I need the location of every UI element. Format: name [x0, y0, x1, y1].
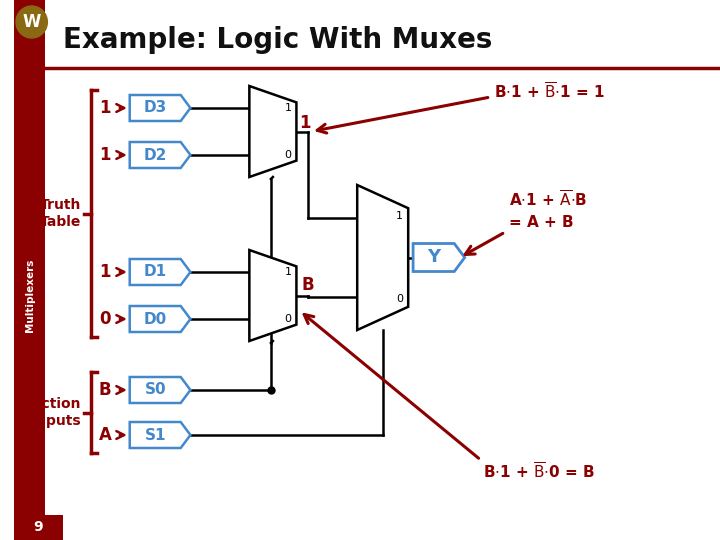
Text: Truth
Table: Truth Table — [40, 198, 81, 229]
Text: Y: Y — [427, 248, 440, 267]
Text: D0: D0 — [143, 312, 167, 327]
Text: Multiplexers: Multiplexers — [24, 258, 35, 332]
Text: 0: 0 — [99, 310, 111, 328]
Text: 1: 1 — [284, 103, 292, 113]
Polygon shape — [130, 95, 190, 121]
Text: Function
Inputs: Function Inputs — [14, 397, 81, 428]
Text: D1: D1 — [144, 265, 167, 280]
Text: B$\cdot$1 + $\overline{\mathrm{B}}$$\cdot$0 = B: B$\cdot$1 + $\overline{\mathrm{B}}$$\cdo… — [482, 462, 595, 482]
Text: 0: 0 — [284, 150, 292, 160]
Text: A: A — [99, 426, 112, 444]
Polygon shape — [357, 185, 408, 330]
Text: S1: S1 — [145, 428, 166, 442]
Text: D2: D2 — [143, 147, 167, 163]
Text: A$\cdot$1 + $\overline{\mathrm{A}}$$\cdot$B
= A + B: A$\cdot$1 + $\overline{\mathrm{A}}$$\cdo… — [509, 190, 588, 230]
Text: W: W — [22, 13, 41, 31]
Circle shape — [16, 6, 48, 38]
Text: 1: 1 — [284, 267, 292, 278]
Text: 0: 0 — [396, 294, 403, 304]
Text: Example: Logic With Muxes: Example: Logic With Muxes — [63, 26, 492, 54]
Text: B: B — [301, 276, 314, 294]
Text: 0: 0 — [284, 314, 292, 323]
Bar — [14, 0, 45, 540]
Text: 1: 1 — [300, 114, 311, 132]
Polygon shape — [130, 259, 190, 285]
Text: 1: 1 — [99, 146, 111, 164]
Text: B: B — [99, 381, 112, 399]
Text: 1: 1 — [99, 99, 111, 117]
Text: 9: 9 — [34, 520, 43, 534]
Polygon shape — [249, 250, 297, 341]
Bar — [14, 515, 63, 540]
Polygon shape — [130, 422, 190, 448]
Polygon shape — [130, 377, 190, 403]
Polygon shape — [130, 306, 190, 332]
Polygon shape — [130, 142, 190, 168]
Text: 1: 1 — [396, 211, 403, 221]
Text: B$\cdot$1 + $\overline{\mathrm{B}}$$\cdot$1 = 1: B$\cdot$1 + $\overline{\mathrm{B}}$$\cdo… — [495, 82, 606, 102]
Text: D3: D3 — [143, 100, 167, 116]
Text: 1: 1 — [99, 263, 111, 281]
Polygon shape — [413, 244, 464, 272]
Polygon shape — [249, 86, 297, 177]
Text: S0: S0 — [145, 382, 166, 397]
